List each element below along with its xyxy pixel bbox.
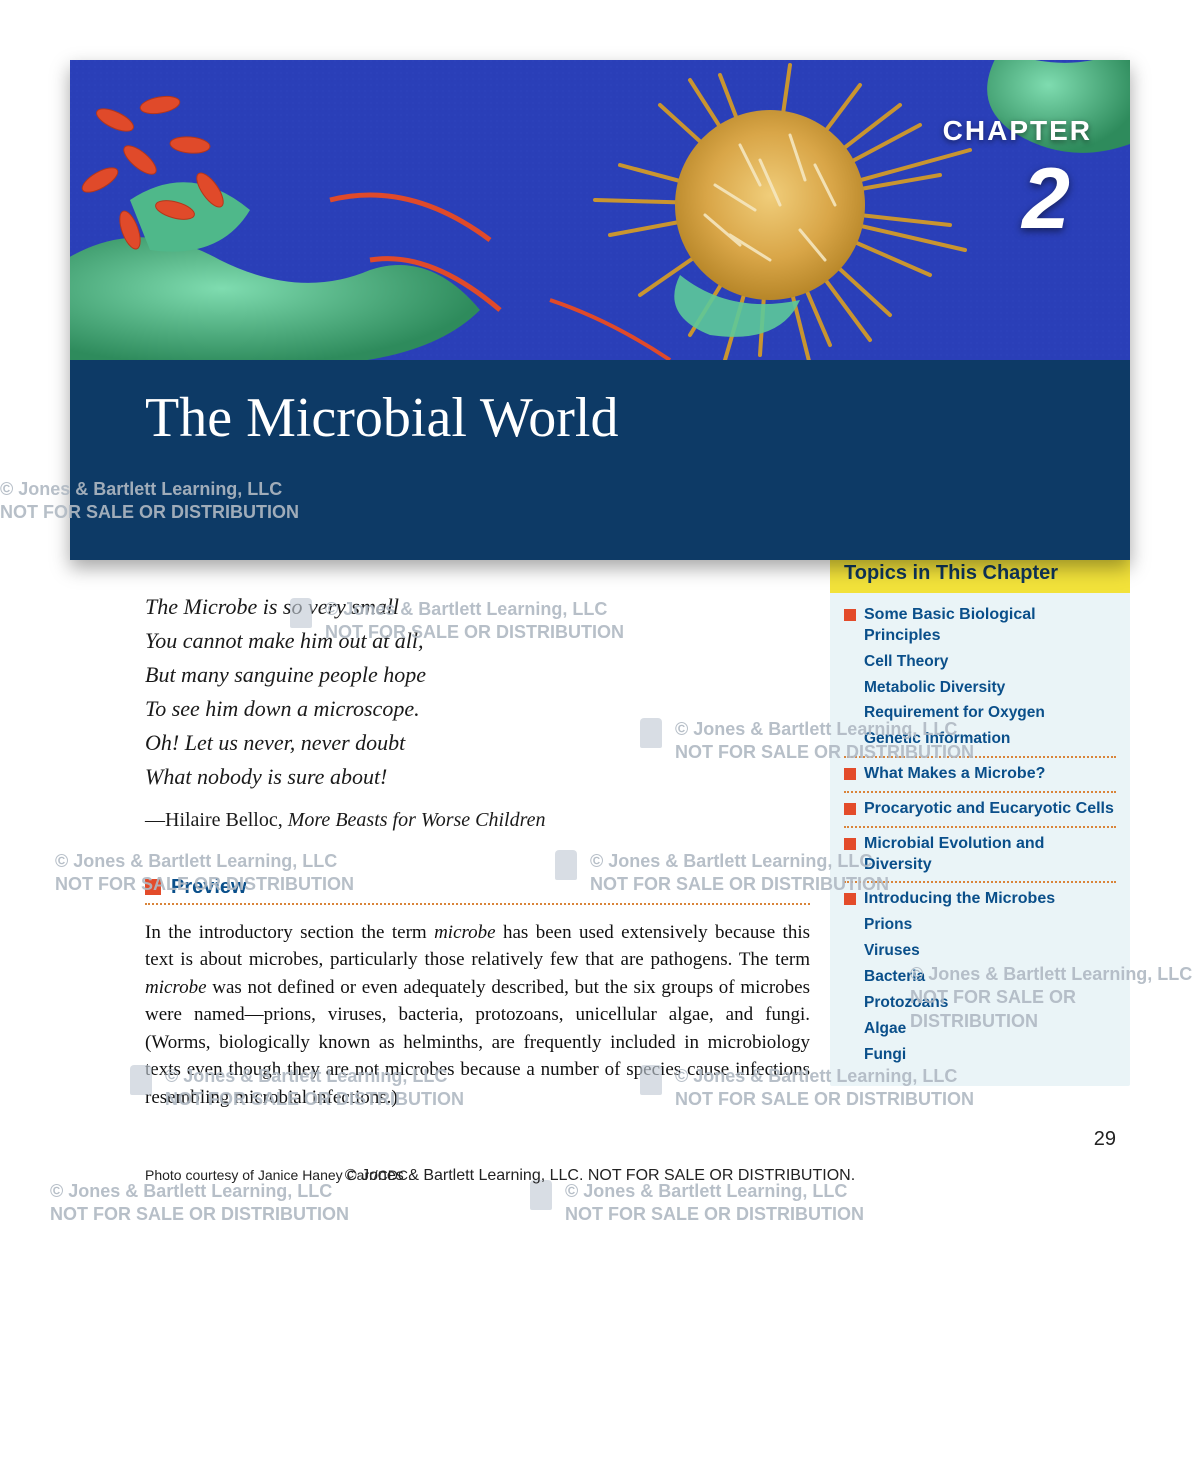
topic-section: Microbial Evolution and Diversity <box>844 828 1116 884</box>
topic-title-text: What Makes a Microbe? <box>864 764 1045 785</box>
topics-body: Some Basic Biological Principles Cell The… <box>830 593 1130 1086</box>
page: CHAPTER 2 The Microbial World The Microb… <box>0 0 1200 1223</box>
epigraph-attribution: —Hilaire Belloc, More Beasts for Worse C… <box>145 809 810 832</box>
topic-section: Procaryotic and Eucaryotic Cells <box>844 793 1116 828</box>
topic-title: Microbial Evolution and Diversity <box>844 834 1116 876</box>
topic-subitem: Algae <box>844 1019 1116 1040</box>
preview-paragraph: In the introductory section the term mic… <box>145 919 810 1112</box>
hero-image: CHAPTER 2 <box>70 60 1130 360</box>
sidebar: Topics in This Chapter Some Basic Biolog… <box>830 554 1130 1183</box>
topic-title-text: Procaryotic and Eucaryotic Cells <box>864 799 1114 820</box>
square-bullet-icon <box>844 609 856 621</box>
poem-line: You cannot make him out at all, <box>145 624 810 658</box>
square-bullet-icon <box>844 893 856 905</box>
poem-line: Oh! Let us never, never doubt <box>145 726 810 760</box>
poem-line: The Microbe is so very small <box>145 590 810 624</box>
topic-title-text: Microbial Evolution and Diversity <box>864 834 1116 876</box>
topic-subitem: Genetic Information <box>844 729 1116 750</box>
topic-title: Some Basic Biological Principles <box>844 605 1116 647</box>
page-number: 29 <box>1094 1128 1116 1151</box>
poem-line: What nobody is sure about! <box>145 760 810 794</box>
topic-title: Introducing the Microbes <box>844 889 1116 910</box>
square-bullet-icon <box>145 879 161 895</box>
epigraph-poem: The Microbe is so very small You cannot … <box>145 590 810 795</box>
topic-title: Procaryotic and Eucaryotic Cells <box>844 799 1116 820</box>
topic-subitem: Fungi <box>844 1045 1116 1066</box>
topic-title: What Makes a Microbe? <box>844 764 1116 785</box>
microbe-illustration <box>70 60 1130 360</box>
watermark: © Jones & Bartlett Learning, LLC NOT FOR… <box>50 1180 349 1227</box>
topic-subitem: Requirement for Oxygen <box>844 703 1116 724</box>
poem-line: But many sanguine people hope <box>145 658 810 692</box>
chapter-number: 2 <box>1022 150 1070 249</box>
topic-subitem: Cell Theory <box>844 652 1116 673</box>
poem-work: More Beasts for Worse Children <box>288 809 546 831</box>
section-heading-label: Preview <box>171 876 247 899</box>
square-bullet-icon <box>844 803 856 815</box>
topic-subitem: Protozoans <box>844 993 1116 1014</box>
topic-title-text: Some Basic Biological Principles <box>864 605 1116 647</box>
poem-line: To see him down a microscope. <box>145 692 810 726</box>
chapter-hero: CHAPTER 2 The Microbial World <box>70 60 1130 560</box>
topic-subitem: Prions <box>844 915 1116 936</box>
chapter-title: The Microbial World <box>145 386 1075 450</box>
title-bar: The Microbial World <box>70 360 1130 560</box>
footer-copyright: © Jones & Bartlett Learning, LLC. NOT FO… <box>0 1167 1200 1185</box>
main-column: The Microbe is so very small You cannot … <box>70 590 810 1183</box>
content-row: The Microbe is so very small You cannot … <box>70 590 1130 1183</box>
topics-box: Topics in This Chapter Some Basic Biolog… <box>830 554 1130 1086</box>
chapter-label: CHAPTER <box>943 115 1092 147</box>
topic-subitem: Bacteria <box>844 967 1116 988</box>
topic-section: Introducing the Microbes Prions Viruses Bac… <box>844 883 1116 1071</box>
topic-title-text: Introducing the Microbes <box>864 889 1055 910</box>
topic-subitem: Metabolic Diversity <box>844 678 1116 699</box>
poem-author: —Hilaire Belloc, <box>145 809 288 831</box>
topic-subitem: Viruses <box>844 941 1116 962</box>
topic-section: What Makes a Microbe? <box>844 758 1116 793</box>
topic-section: Some Basic Biological Principles Cell The… <box>844 599 1116 758</box>
square-bullet-icon <box>844 838 856 850</box>
section-heading-preview: Preview <box>145 876 810 905</box>
square-bullet-icon <box>844 768 856 780</box>
watermark: © Jones & Bartlett Learning, LLC NOT FOR… <box>530 1180 864 1227</box>
